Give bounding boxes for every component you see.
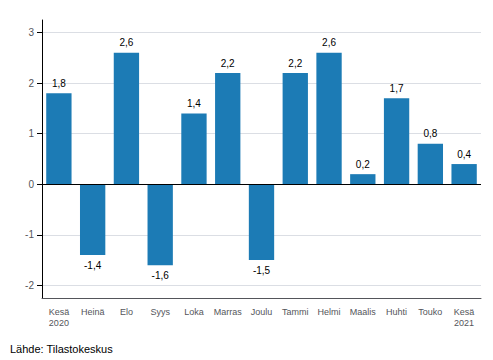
svg-text:2,2: 2,2 [288,58,302,69]
svg-text:Joulu: Joulu [251,307,273,317]
svg-text:Syys: Syys [150,307,170,317]
svg-text:1,7: 1,7 [390,83,404,94]
svg-text:2020: 2020 [49,318,69,328]
svg-text:Helmi: Helmi [318,307,341,317]
svg-text:Huhti: Huhti [386,307,407,317]
svg-text:Marras: Marras [214,307,243,317]
svg-text:2,6: 2,6 [322,37,336,48]
svg-text:-1,5: -1,5 [253,265,271,276]
svg-text:3: 3 [28,27,34,38]
svg-text:0,8: 0,8 [423,128,437,139]
svg-text:Lähde: Tilastokeskus: Lähde: Tilastokeskus [10,343,113,355]
svg-text:-1,6: -1,6 [152,270,170,281]
svg-text:2: 2 [28,78,34,89]
svg-text:Kesä: Kesä [49,307,70,317]
svg-text:-2: -2 [25,280,34,291]
svg-text:1,8: 1,8 [52,78,66,89]
svg-text:2,6: 2,6 [119,37,133,48]
svg-text:Maalis: Maalis [350,307,377,317]
svg-text:Loka: Loka [184,307,204,317]
svg-text:-1,4: -1,4 [84,260,102,271]
svg-text:Tammi: Tammi [282,307,309,317]
svg-text:0: 0 [28,179,34,190]
svg-text:Touko: Touko [418,307,442,317]
svg-text:0,2: 0,2 [356,159,370,170]
svg-text:2,2: 2,2 [221,58,235,69]
svg-text:-1: -1 [25,229,34,240]
svg-text:Kesä: Kesä [454,307,475,317]
svg-text:Elo: Elo [120,307,133,317]
svg-text:Heinä: Heinä [81,307,105,317]
svg-text:1,4: 1,4 [187,98,201,109]
svg-text:2021: 2021 [454,318,474,328]
svg-text:1: 1 [28,128,34,139]
svg-text:0,4: 0,4 [457,149,471,160]
